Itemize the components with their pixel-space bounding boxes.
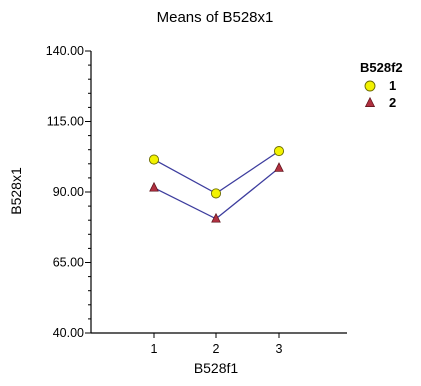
legend-title: B528f2	[360, 60, 403, 75]
x-tick-label: 1	[151, 342, 158, 356]
series-layer	[148, 146, 285, 223]
data-point-triangle	[274, 162, 284, 172]
y-tick-label: 65.00	[53, 256, 84, 270]
y-tick-label: 140.00	[46, 44, 84, 58]
legend-marker-circle	[364, 80, 376, 92]
series-2	[149, 162, 284, 223]
series-1	[148, 146, 285, 199]
legend-marker-triangle	[364, 96, 376, 107]
x-tick-label: 2	[213, 342, 220, 356]
axes: 40.00 65.00 90.00 115.00 140.00 1 2 3	[46, 44, 347, 356]
series-line	[153, 150, 280, 195]
x-axis-title: B528f1	[194, 360, 239, 376]
legend-label: 2	[389, 95, 396, 110]
y-tick-label: 40.00	[53, 326, 84, 340]
y-tick-label: 90.00	[53, 185, 84, 199]
x-tick-label: 3	[276, 342, 283, 356]
y-tick-label: 115.00	[47, 115, 84, 129]
data-point-triangle	[211, 212, 221, 223]
chart-title: Means of B528x1	[157, 9, 274, 26]
data-point-circle	[210, 188, 222, 199]
y-axis-title: B528x1	[8, 167, 24, 215]
legend: 12	[364, 78, 396, 110]
data-point-circle	[148, 154, 160, 165]
data-point-triangle	[149, 181, 159, 192]
legend-entry-1: 1	[364, 78, 396, 93]
legend-label: 1	[389, 78, 396, 93]
data-point-circle	[273, 146, 285, 157]
legend-entry-2: 2	[364, 95, 396, 110]
